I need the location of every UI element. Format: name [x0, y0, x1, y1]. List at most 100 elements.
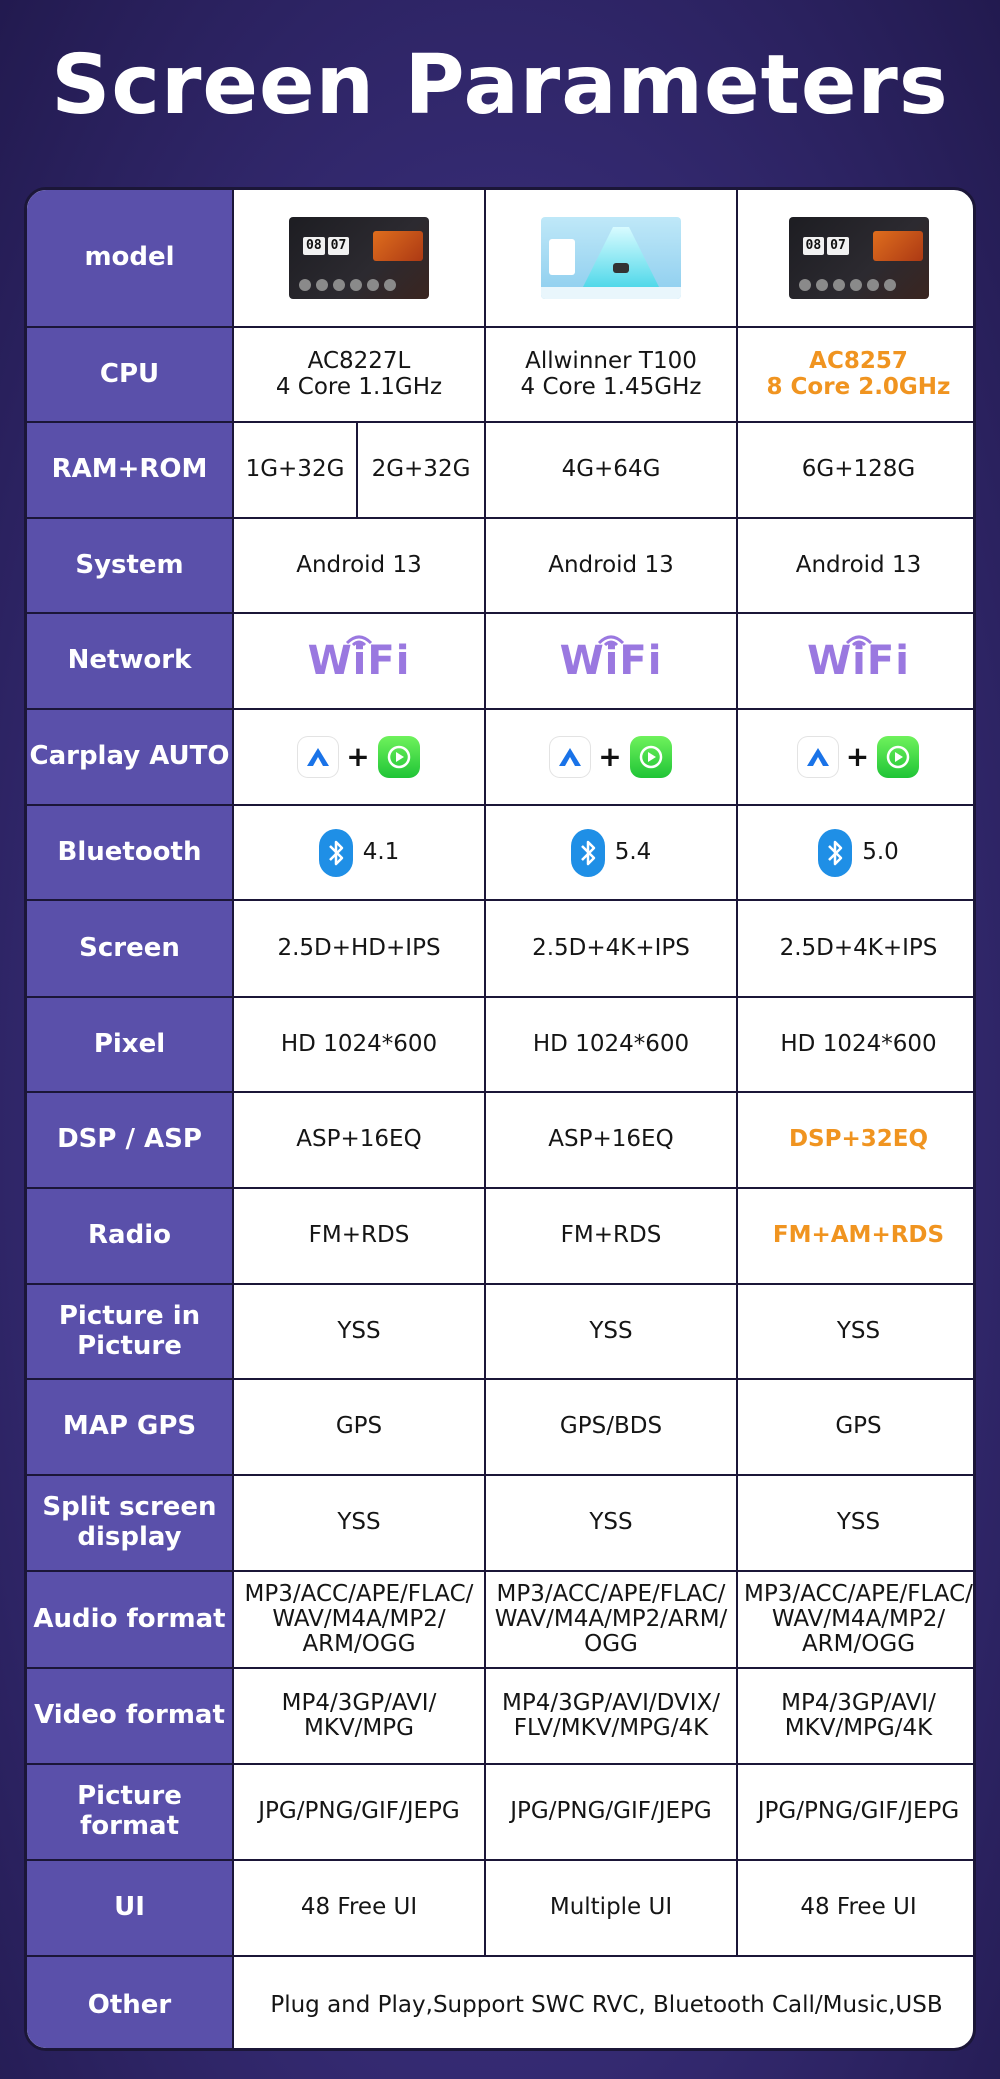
split-3: YSS	[836, 1509, 881, 1536]
ram-rom-2: 4G+64G	[486, 423, 738, 517]
row-network: Network WiFi WiFi WiFi	[27, 614, 973, 710]
carplay-icon	[377, 736, 420, 778]
ram-rom-3: 6G+128G	[801, 456, 916, 483]
row-ui: UI 48 Free UI Multiple UI 48 Free UI	[27, 1861, 973, 1957]
pip-2: YSS	[486, 1285, 738, 1378]
row-dsp: DSP / ASP ASP+16EQ ASP+16EQ DSP+32EQ	[27, 1093, 973, 1189]
row-label-radio: Radio	[27, 1189, 234, 1283]
row-label-bluetooth: Bluetooth	[27, 806, 234, 899]
carplay-3: +	[738, 710, 973, 804]
row-carplay: Carplay AUTO + + +	[27, 710, 973, 806]
row-label-video: Video format	[27, 1669, 234, 1763]
video-1: MP4/3GP/AVI/MKV/MPG	[234, 1669, 486, 1763]
row-label-pixel: Pixel	[27, 998, 234, 1091]
split-2: YSS	[486, 1476, 738, 1570]
video-3: MP4/3GP/AVI/MKV/MPG/4K	[781, 1689, 936, 1741]
row-model: model 08 07 08 07	[27, 190, 973, 328]
row-gps: MAP GPS GPS GPS/BDS GPS	[27, 1380, 973, 1476]
row-bluetooth: Bluetooth 4.1 5.4 5.0	[27, 806, 973, 901]
gps-2: GPS/BDS	[486, 1380, 738, 1474]
row-video: Video format MP4/3GP/AVI/MKV/MPG MP4/3GP…	[27, 1669, 973, 1765]
row-label-system: System	[27, 519, 234, 612]
audio-3: MP3/ACC/APE/FLAC/WAV/M4A/MP2/ARM/OGG	[744, 1580, 973, 1658]
model-2-screen-image	[541, 217, 681, 299]
gps-1: GPS	[234, 1380, 486, 1474]
split-1: YSS	[234, 1476, 486, 1570]
android-auto-icon	[298, 737, 339, 777]
android-auto-icon	[550, 737, 591, 777]
ram-rom-1a: 1G+32G	[234, 423, 358, 517]
model-2-cell	[486, 190, 738, 326]
bluetooth-icon	[570, 828, 605, 877]
other-value: Plug and Play,Support SWC RVC, Bluetooth…	[270, 1991, 943, 2018]
system-2: Android 13	[486, 519, 738, 612]
pixel-2: HD 1024*600	[486, 998, 738, 1091]
radio-3: FM+AM+RDS	[772, 1222, 945, 1249]
row-label-ram-rom: RAM+ROM	[27, 423, 234, 517]
row-label-network: Network	[27, 614, 234, 708]
screen-1: 2.5D+HD+IPS	[234, 901, 486, 996]
row-label-dsp: DSP / ASP	[27, 1093, 234, 1187]
network-2: WiFi	[486, 614, 738, 708]
video-2: MP4/3GP/AVI/DVIX/FLV/MKV/MPG/4K	[486, 1669, 738, 1763]
carplay-2: +	[486, 710, 738, 804]
row-label-picture: Picture format	[27, 1765, 234, 1859]
model-1-cell: 08 07	[234, 190, 486, 326]
row-label-pip: Picture in Picture	[27, 1285, 234, 1378]
model-3-screen-image: 08 07	[788, 217, 929, 299]
cpu-2: Allwinner T100 4 Core 1.45GHz	[486, 328, 738, 421]
row-radio: Radio FM+RDS FM+RDS FM+AM+RDS	[27, 1189, 973, 1285]
row-ram-rom: RAM+ROM 1G+32G 2G+32G 4G+64G 6G+128G	[27, 423, 973, 519]
cpu-1: AC8227L 4 Core 1.1GHz	[234, 328, 486, 421]
cpu-3: AC8257 8 Core 2.0GHz	[766, 348, 951, 400]
row-other: Other Plug and Play,Support SWC RVC, Blu…	[27, 1957, 973, 2048]
picture-1: JPG/PNG/GIF/JEPG	[234, 1765, 486, 1859]
android-auto-icon	[797, 737, 838, 777]
screen-3: 2.5D+4K+IPS	[779, 934, 938, 961]
row-label-other: Other	[27, 1957, 234, 2048]
row-picture: Picture format JPG/PNG/GIF/JEPG JPG/PNG/…	[27, 1765, 973, 1861]
dsp-1: ASP+16EQ	[234, 1093, 486, 1187]
picture-3: JPG/PNG/GIF/JEPG	[757, 1798, 960, 1825]
model-3-cell: 08 07	[738, 190, 973, 326]
pixel-1: HD 1024*600	[234, 998, 486, 1091]
carplay-icon	[629, 736, 672, 778]
ram-rom-1b: 2G+32G	[358, 423, 486, 517]
bluetooth-icon	[318, 828, 353, 877]
network-1: WiFi	[234, 614, 486, 708]
page-title: Screen Parameters	[51, 38, 949, 133]
ui-2: Multiple UI	[486, 1861, 738, 1955]
row-label-screen: Screen	[27, 901, 234, 996]
wifi-icon: WiFi	[307, 635, 411, 684]
row-screen: Screen 2.5D+HD+IPS 2.5D+4K+IPS 2.5D+4K+I…	[27, 901, 973, 998]
wifi-icon: WiFi	[807, 635, 910, 684]
network-3: WiFi	[738, 614, 973, 708]
bluetooth-2: 5.4	[486, 806, 738, 899]
row-label-ui: UI	[27, 1861, 234, 1955]
row-label-audio: Audio format	[27, 1572, 234, 1667]
bluetooth-3: 5.0	[738, 806, 973, 899]
pip-1: YSS	[234, 1285, 486, 1378]
ui-3: 48 Free UI	[800, 1894, 917, 1921]
row-pixel: Pixel HD 1024*600 HD 1024*600 HD 1024*60…	[27, 998, 973, 1093]
row-label-split: Split screen display	[27, 1476, 234, 1570]
row-split: Split screen display YSS YSS YSS	[27, 1476, 973, 1572]
bluetooth-icon	[818, 828, 853, 877]
bluetooth-1: 4.1	[234, 806, 486, 899]
carplay-icon	[877, 736, 920, 778]
row-audio: Audio format MP3/ACC/APE/FLAC/WAV/M4A/MP…	[27, 1572, 973, 1669]
row-label-gps: MAP GPS	[27, 1380, 234, 1474]
radio-2: FM+RDS	[486, 1189, 738, 1283]
audio-1: MP3/ACC/APE/FLAC/WAV/M4A/MP2/ARM/OGG	[234, 1572, 486, 1667]
system-3: Android 13	[795, 551, 922, 578]
model-1-screen-image: 08 07	[289, 217, 429, 299]
pip-3: YSS	[836, 1317, 881, 1344]
row-cpu: CPU AC8227L 4 Core 1.1GHz Allwinner T100 4…	[27, 328, 973, 423]
radio-1: FM+RDS	[234, 1189, 486, 1283]
picture-2: JPG/PNG/GIF/JEPG	[486, 1765, 738, 1859]
row-label-cpu: CPU	[27, 328, 234, 421]
wifi-icon: WiFi	[559, 635, 663, 684]
pixel-3: HD 1024*600	[780, 1030, 937, 1057]
dsp-2: ASP+16EQ	[486, 1093, 738, 1187]
row-pip: Picture in Picture YSS YSS YSS	[27, 1285, 973, 1380]
